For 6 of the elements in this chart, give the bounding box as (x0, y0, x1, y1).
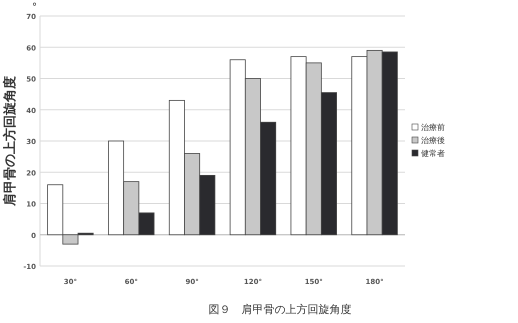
text: ° (32, 2, 37, 13)
legend-label: 治療前 (421, 123, 445, 132)
legend-label: 治療後 (421, 136, 445, 145)
text: 図９ 肩甲骨の上方回旋角度 (208, 303, 352, 316)
y-axis-title: 肩甲骨の上方回旋角度 (2, 76, 18, 207)
legend-label: 健常者 (421, 149, 445, 158)
